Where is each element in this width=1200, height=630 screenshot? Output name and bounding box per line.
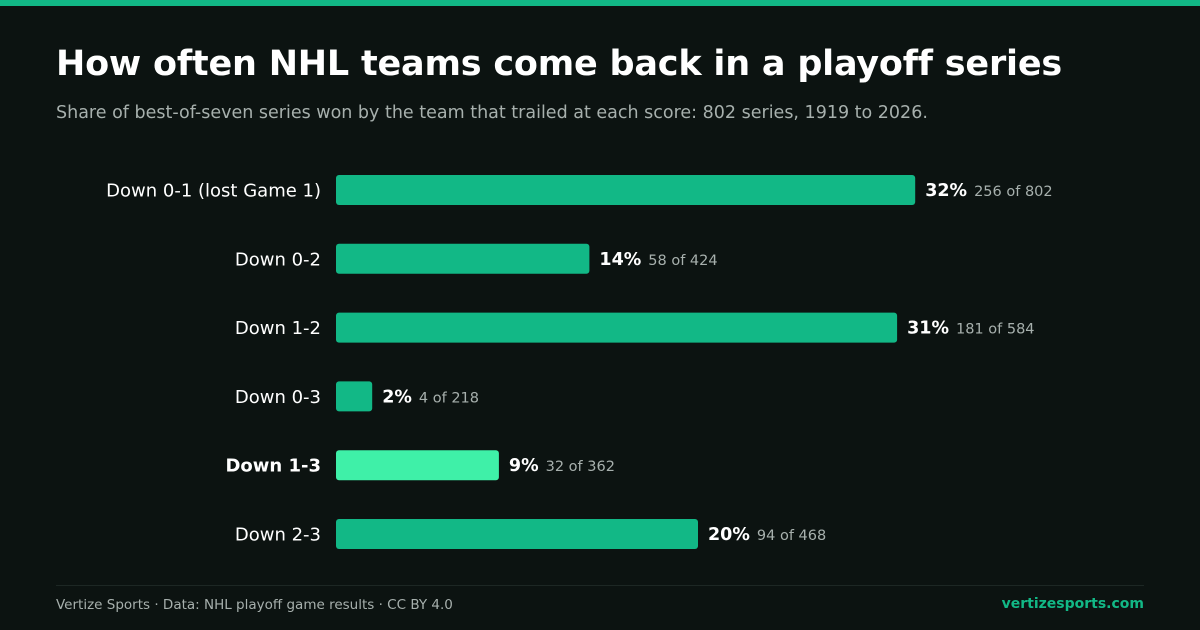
count-label: 32 of 362 [546,459,615,475]
value-label: 14% [599,250,641,270]
footer-source: Vertize Sports · Data: NHL playoff game … [56,597,453,613]
bar [336,312,898,343]
footer-brand-link[interactable]: vertizesports.com [1001,596,1144,612]
value-label: 20% [708,525,750,545]
bar [336,381,373,412]
top-accent-bar [0,0,1200,6]
chart-subtitle: Share of best-of-seven series won by the… [56,103,928,123]
footer-divider [56,585,1144,586]
count-label: 256 of 802 [974,184,1053,200]
bar [336,450,499,481]
category-label: Down 1-2 [235,318,321,339]
count-label: 181 of 584 [956,322,1035,338]
bar [336,243,590,274]
count-label: 94 of 468 [757,528,826,544]
category-label: Down 0-1 (lost Game 1) [106,181,321,202]
count-label: 58 of 424 [648,253,717,269]
bar [336,519,698,549]
category-label: Down 0-3 [235,387,321,408]
value-label: 2% [382,387,412,407]
chart-title: How often NHL teams come back in a playo… [56,44,1063,84]
bar [336,175,916,205]
category-label: Down 2-3 [235,525,321,546]
count-label: 4 of 218 [419,390,479,406]
value-label: 32% [925,181,967,201]
category-label: Down 1-3 [225,456,321,477]
category-label: Down 0-2 [235,249,321,270]
value-label: 9% [509,456,539,476]
value-label: 31% [907,319,949,339]
